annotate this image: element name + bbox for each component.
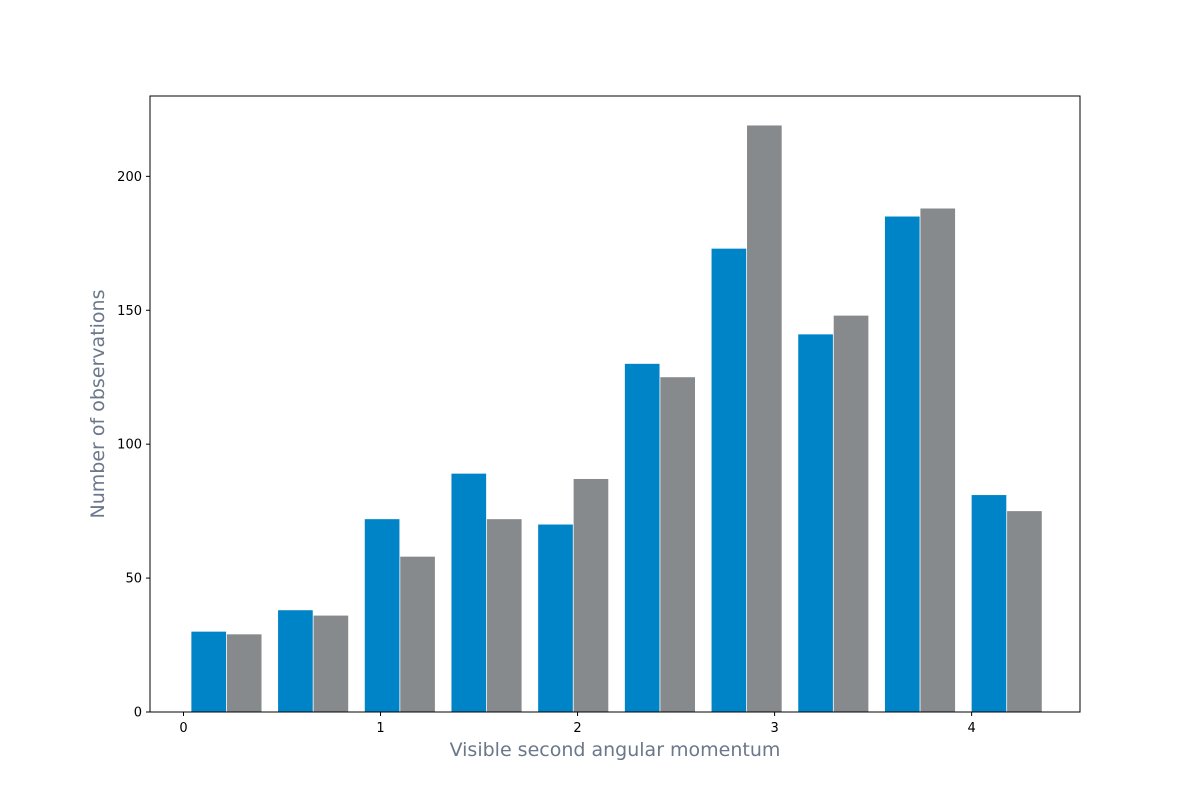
- bar-series2-bin2: [313, 615, 349, 712]
- bar-series1-bin8: [798, 334, 833, 712]
- x-tick-label: 4: [967, 721, 975, 736]
- bar-series2-bin10: [1007, 511, 1042, 712]
- y-tick-label: 50: [125, 572, 142, 587]
- bar-series1-bin5: [538, 524, 573, 712]
- bar-series1-bin4: [451, 473, 487, 712]
- bar-series2-bin4: [486, 519, 522, 712]
- bar-series1-bin10: [971, 495, 1007, 712]
- x-tick-label: 0: [179, 721, 187, 736]
- bar-series2-bin6: [660, 377, 695, 712]
- x-tick-label: 3: [770, 721, 778, 736]
- bar-series2-bin9: [920, 208, 956, 713]
- plot-area-frame: [149, 95, 1081, 713]
- bar-series1-bin1: [191, 631, 227, 712]
- bars-layer: [191, 125, 1042, 713]
- ticks-layer: 0 1 2 3 4 0 50 100 150 200: [117, 170, 976, 736]
- x-tick-label: 2: [573, 721, 581, 736]
- y-tick-label: 200: [117, 170, 142, 185]
- bar-series2-bin5: [573, 478, 609, 712]
- bar-series1-bin6: [624, 363, 660, 712]
- bar-series1-bin7: [711, 248, 747, 712]
- y-tick-label: 0: [134, 706, 142, 721]
- bar-series2-bin8: [833, 315, 869, 712]
- x-axis-title: Visible second angular momentum: [450, 739, 781, 761]
- y-tick-label: 150: [117, 304, 142, 319]
- bar-series1-bin9: [884, 216, 920, 713]
- x-tick-label: 1: [376, 721, 384, 736]
- bar-series2-bin7: [747, 125, 782, 712]
- y-tick-label: 100: [117, 438, 142, 453]
- bar-series2-bin3: [400, 556, 435, 712]
- y-axis-title: Number of observations: [87, 290, 109, 519]
- bar-series1-bin3: [364, 519, 400, 712]
- bar-series2-bin1: [226, 634, 262, 712]
- bar-series1-bin2: [278, 610, 313, 712]
